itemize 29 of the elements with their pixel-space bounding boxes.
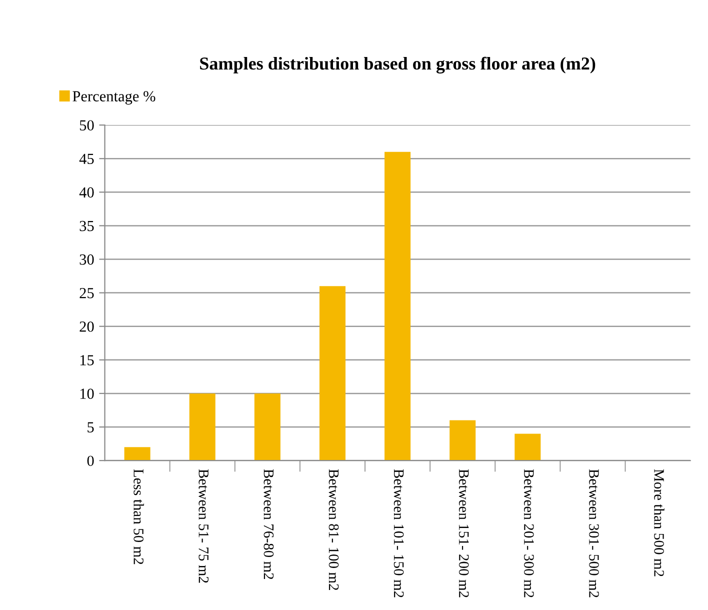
y-tick-label: 40 bbox=[79, 187, 94, 198]
x-tick-label: Between 201- 300 m2 bbox=[524, 469, 534, 598]
y-tick-label: 30 bbox=[80, 254, 94, 265]
x-tick-label: Between 101- 150 m2 bbox=[394, 469, 404, 598]
x-tick-label: Between 151- 200 m2 bbox=[458, 469, 469, 598]
x-tick-label: Between 76-80 m2 bbox=[264, 469, 274, 580]
y-tick-label: 45 bbox=[79, 154, 94, 164]
bar bbox=[319, 286, 346, 461]
y-tick-label: 0 bbox=[87, 456, 94, 466]
y-tick-label: 25 bbox=[80, 288, 94, 298]
y-tick-label: 20 bbox=[80, 321, 94, 332]
legend-label: Percentage % bbox=[72, 91, 156, 105]
bar bbox=[514, 434, 541, 461]
x-tick-label: Between 51- 75 m2 bbox=[198, 469, 209, 583]
bar bbox=[254, 393, 280, 461]
y-tick-label: 50 bbox=[80, 120, 94, 130]
y-tick-label: 15 bbox=[80, 355, 94, 366]
x-tick-label: More than 500 m2 bbox=[654, 469, 664, 576]
chart-title: Samples distribution based on gross floor area (m2) bbox=[200, 56, 596, 74]
x-tick-label: Less than 50 m2 bbox=[134, 469, 144, 564]
bar bbox=[384, 152, 411, 461]
y-tick-label: 35 bbox=[80, 220, 94, 232]
bar bbox=[189, 393, 216, 461]
y-tick-label: 10 bbox=[80, 388, 94, 399]
bar bbox=[450, 420, 476, 461]
x-tick-label: Between 301- 500 m2 bbox=[589, 469, 599, 598]
bar bbox=[124, 447, 150, 461]
x-tick-label: Between 81- 100 m2 bbox=[328, 469, 339, 590]
y-tick-label: 5 bbox=[88, 422, 94, 432]
